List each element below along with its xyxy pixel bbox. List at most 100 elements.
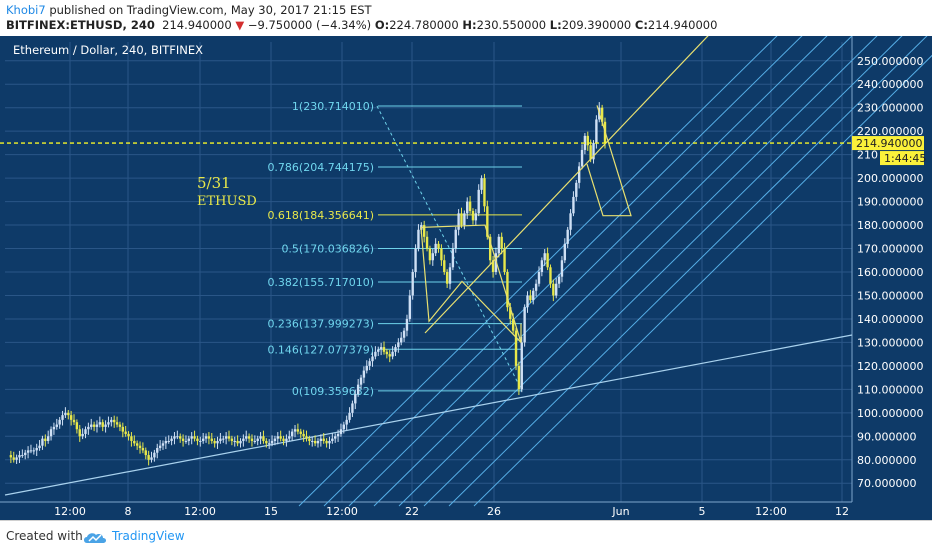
candle-body [179,436,182,439]
y-tick-label: 80.000000 [857,454,917,467]
candle-body [46,436,50,441]
y-tick-label: 190.000000 [857,196,923,209]
fib-level-label: 0.786(204.744175) [267,161,374,174]
candle-body [382,347,386,352]
candle-body [18,455,21,458]
footer: Created with TradingView [0,520,932,551]
price-change: −9.750000 (−4.34%) [247,18,372,32]
candle-body [170,438,173,441]
candle-body [477,189,480,214]
candle-body [259,436,262,439]
candle-body [325,440,328,444]
candle-body [213,440,216,444]
candle-body [520,342,523,390]
candle-body [21,455,24,457]
pitchfork-channel-line [348,36,828,507]
candle-body [282,438,285,441]
candle-body [371,356,374,362]
candle-body [563,243,567,261]
candle-body [110,419,113,423]
pitchfork-median-line [424,36,709,334]
candle-body [288,436,291,439]
pitchfork-channel-line [423,36,903,507]
candle-body [176,436,179,438]
candle-body [67,412,70,416]
pitchfork-channel-line [448,36,928,507]
candle-body [537,272,541,284]
candle-body [81,433,84,437]
fib-level-label: 1(230.714010) [292,100,374,113]
candle-body [328,440,331,444]
last-price-badge [852,136,924,151]
candle-body [158,445,162,449]
candle-body [276,436,279,439]
candle-body [219,438,222,441]
candle-body [377,349,380,352]
candle-body [107,422,110,425]
candle-body [104,424,107,427]
candle-body [408,295,412,319]
candle-body [239,440,242,444]
candle-body [253,440,257,442]
candle-body [463,213,466,226]
candle-body [428,248,432,261]
tradingview-brand[interactable]: TradingView [112,529,185,543]
candle-body [285,438,288,441]
pitchfork-channel-line [323,36,803,507]
candle-body [569,213,572,230]
price-chart[interactable]: 1(230.714010) 0.786(204.744175) 0.618(184.… [0,36,932,520]
candle-body [26,450,30,453]
fib-level-label: 0.618(184.356641) [267,209,374,222]
candle-body [133,440,136,444]
candle-body [589,145,592,160]
candle-body [345,419,348,425]
candle-body [334,436,337,439]
candle-body [365,365,368,371]
candle-body [509,307,512,319]
candle-body [75,422,79,430]
candle-body [236,440,239,444]
candle-body [55,424,58,427]
candle-body [348,412,351,420]
candle-body [460,213,463,226]
x-tick-label: 12:00 [54,505,86,518]
candle-body [437,243,440,249]
high-label: H: [462,18,477,32]
y-tick-label: 210 [857,149,878,162]
candle-body [388,354,391,357]
candle-body [316,440,320,444]
candle-body [342,424,346,430]
fib-level-label: 0.382(155.717010) [267,276,374,289]
candle-body [299,431,302,434]
candle-body [130,436,133,441]
candle-body [127,433,130,437]
candle-body [273,438,277,441]
candle-body [144,450,147,456]
annotation-date: 5/31 [197,174,231,192]
x-tick-label: 22 [405,505,419,518]
y-tick-label: 90.000000 [857,430,917,443]
author-link[interactable]: Khobi7 [6,3,46,17]
fib-level-label: 0.5(170.036826) [281,242,374,255]
candle-body [290,431,294,437]
fib-level-label: 0(109.359632) [292,385,374,398]
candle-body [351,403,354,413]
candle-body [184,440,188,442]
tradingview-cloud-icon[interactable] [82,529,108,548]
candle-body [227,436,231,439]
candle-body [230,438,234,441]
candle-body [468,201,472,211]
candle-body [488,236,492,261]
candle-body [78,429,81,437]
candle-body [124,431,127,434]
chart-title: Ethereum / Dollar, 240, BITFINEX [13,43,203,57]
pattern-triangle-left [420,224,522,343]
candle-body [245,436,248,439]
candle-body [374,351,377,357]
candle-body [526,295,529,308]
candle-body [555,283,558,296]
candle-body [87,426,90,430]
candle-body [199,440,202,442]
candle-body [577,166,581,183]
candle-body [411,272,414,296]
